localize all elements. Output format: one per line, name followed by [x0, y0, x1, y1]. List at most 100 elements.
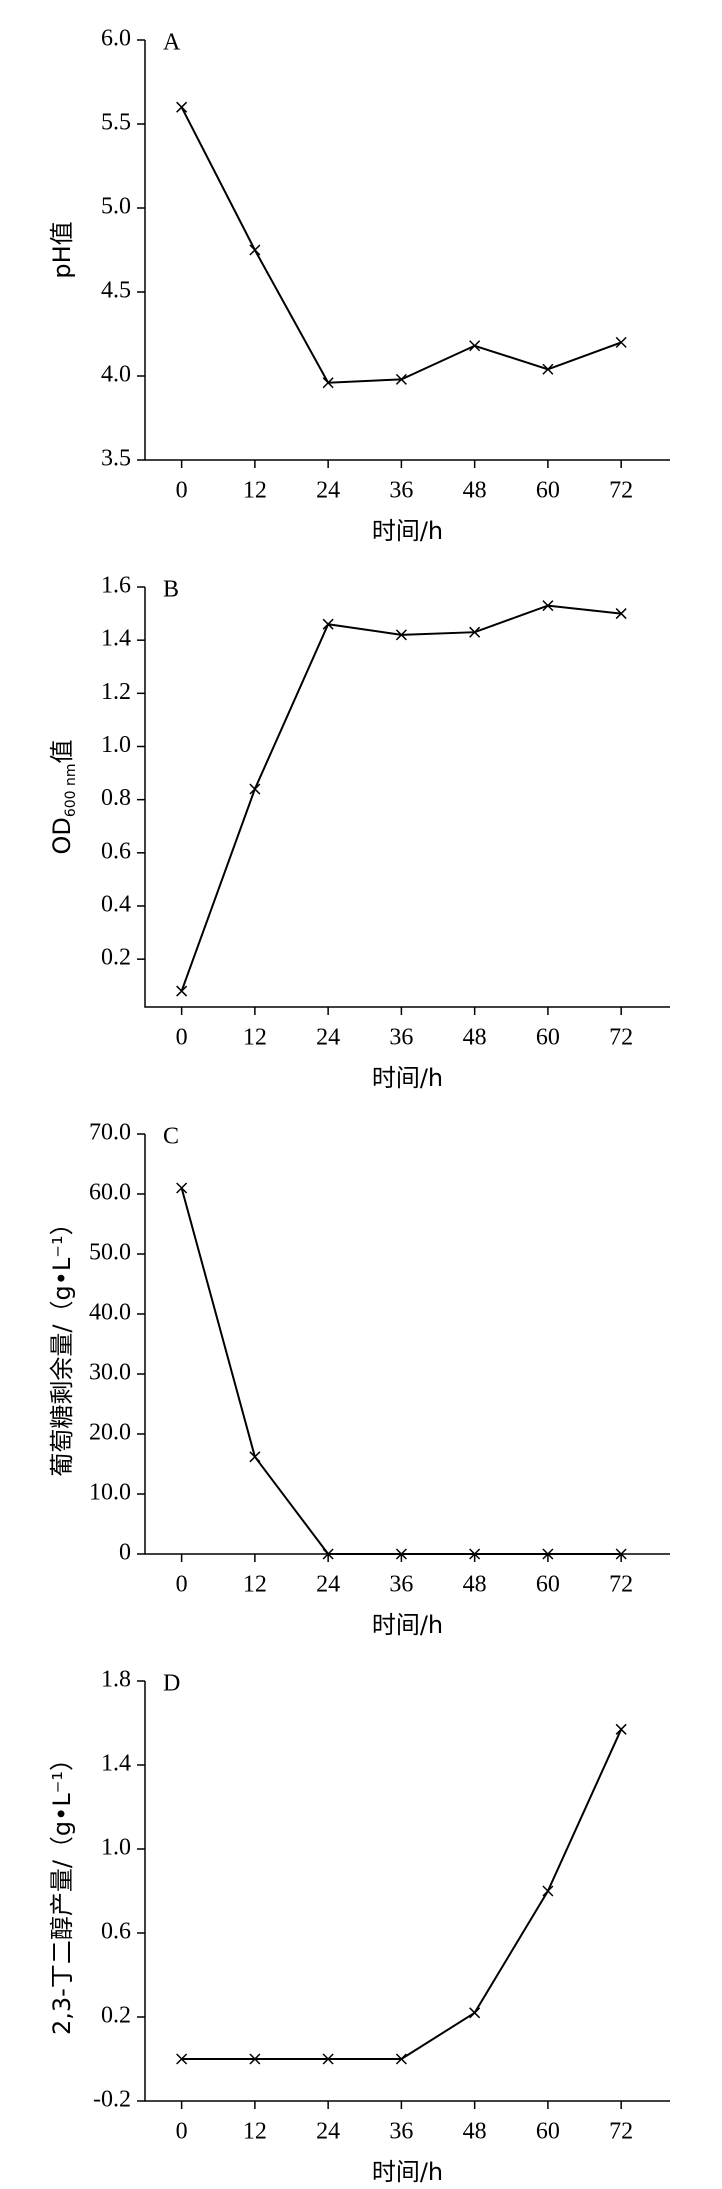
y-tick-label: 20.0 [89, 1420, 131, 1446]
y-tick-label: 1.2 [101, 679, 131, 705]
marker [322, 1548, 334, 1560]
marker [469, 2007, 481, 2019]
x-tick-label: 24 [316, 478, 340, 504]
x-tick-label: 0 [176, 1572, 188, 1598]
marker [542, 1885, 554, 1897]
axes [144, 587, 670, 1008]
marker [615, 1723, 627, 1735]
marker [176, 985, 188, 997]
x-tick-label: 72 [609, 1572, 633, 1598]
y-tick-label: 0.6 [101, 1919, 131, 1945]
y-tick-label: 1.0 [101, 732, 131, 758]
y-tick-label: 4.5 [101, 278, 131, 304]
marker [176, 2053, 188, 2065]
x-tick-label: 0 [176, 478, 188, 504]
marker [395, 373, 407, 385]
marker [469, 626, 481, 638]
x-tick-label: 48 [463, 2119, 487, 2145]
marker [542, 600, 554, 612]
x-tick-label: 12 [243, 2119, 267, 2145]
y-axis-label: 2,3-丁二醇产量/（g•L⁻¹） [48, 1747, 76, 2035]
x-tick-label: 24 [316, 2119, 340, 2145]
x-tick-label: 60 [536, 478, 560, 504]
axes [144, 40, 670, 461]
marker [395, 1548, 407, 1560]
y-axis-label-suffix: 值 [48, 739, 76, 763]
marker [615, 336, 627, 348]
line [180, 604, 622, 992]
marker [249, 2053, 261, 2065]
x-tick-label: 0 [176, 2119, 188, 2145]
x-tick-label: 24 [316, 1025, 340, 1051]
x-tick-label: 36 [389, 478, 413, 504]
line [180, 106, 622, 384]
marker [615, 608, 627, 620]
y-tick-label: 70.0 [89, 1120, 131, 1146]
y-tick-label: 40.0 [89, 1300, 131, 1326]
x-tick-label: 60 [536, 1572, 560, 1598]
x-tick-label: 36 [389, 1025, 413, 1051]
marker [395, 629, 407, 641]
y-axis-label-main: 2,3-丁二醇产量/（g•L⁻¹） [48, 1747, 76, 2035]
panel-label: D [163, 1671, 180, 1697]
y-tick-label: 0.6 [101, 838, 131, 864]
y-tick-label: -0.2 [93, 2087, 131, 2113]
y-tick-label: 30.0 [89, 1360, 131, 1386]
x-tick-label: 60 [536, 1025, 560, 1051]
y-tick-label: 50.0 [89, 1240, 131, 1266]
y-tick-label: 1.8 [101, 1667, 131, 1693]
x-tick-label: 12 [243, 1025, 267, 1051]
panel-label: C [163, 1124, 179, 1150]
x-tick-label: 72 [609, 478, 633, 504]
axes [144, 1681, 670, 2102]
y-tick-label: 5.0 [101, 194, 131, 220]
panel-label: A [163, 30, 181, 56]
marker [395, 2053, 407, 2065]
y-axis-label-main: pH值 [48, 221, 76, 278]
y-axis-label: 葡萄糖剩余量/（g•L⁻¹） [48, 1211, 76, 1476]
y-tick-label: 4.0 [101, 362, 131, 388]
y-tick-label: 3.5 [101, 446, 131, 472]
marker [249, 244, 261, 256]
x-tick-label: 24 [316, 1572, 340, 1598]
marker [469, 340, 481, 352]
x-tick-label: 12 [243, 478, 267, 504]
x-axis-label: 时间/h [372, 1064, 443, 1092]
y-tick-label: 1.4 [101, 626, 131, 652]
y-axis-label-main: 葡萄糖剩余量/（g•L⁻¹） [48, 1211, 76, 1476]
x-tick-label: 36 [389, 1572, 413, 1598]
y-tick-label: 0 [119, 1540, 131, 1566]
x-tick-label: 36 [389, 2119, 413, 2145]
x-tick-label: 48 [463, 478, 487, 504]
x-tick-label: 48 [463, 1572, 487, 1598]
marker [249, 783, 261, 795]
marker [542, 363, 554, 375]
y-tick-label: 0.2 [101, 2003, 131, 2029]
marker [176, 1182, 188, 1194]
x-axis-label: 时间/h [372, 517, 443, 545]
y-tick-label: 1.6 [101, 573, 131, 599]
x-tick-label: 48 [463, 1025, 487, 1051]
y-axis-label: OD600 nm值 [48, 739, 79, 854]
marker [542, 1548, 554, 1560]
y-tick-label: 0.2 [101, 945, 131, 971]
x-tick-label: 0 [176, 1025, 188, 1051]
x-tick-label: 60 [536, 2119, 560, 2145]
marker [322, 618, 334, 630]
x-tick-label: 72 [609, 2119, 633, 2145]
y-tick-label: 0.4 [101, 891, 131, 917]
y-axis-label-sub: 600 nm [63, 763, 79, 817]
y-axis-label: pH值 [48, 221, 76, 278]
y-tick-label: 1.4 [101, 1751, 131, 1777]
marker [469, 1548, 481, 1560]
y-axis-label-main: OD [48, 817, 76, 854]
y-tick-label: 60.0 [89, 1180, 131, 1206]
x-axis-label: 时间/h [372, 1611, 443, 1639]
y-tick-label: 6.0 [101, 26, 131, 52]
x-tick-label: 72 [609, 1025, 633, 1051]
line [180, 1187, 622, 1555]
y-tick-label: 5.5 [101, 110, 131, 136]
panel-label: B [163, 577, 179, 603]
x-axis-label: 时间/h [372, 2158, 443, 2186]
